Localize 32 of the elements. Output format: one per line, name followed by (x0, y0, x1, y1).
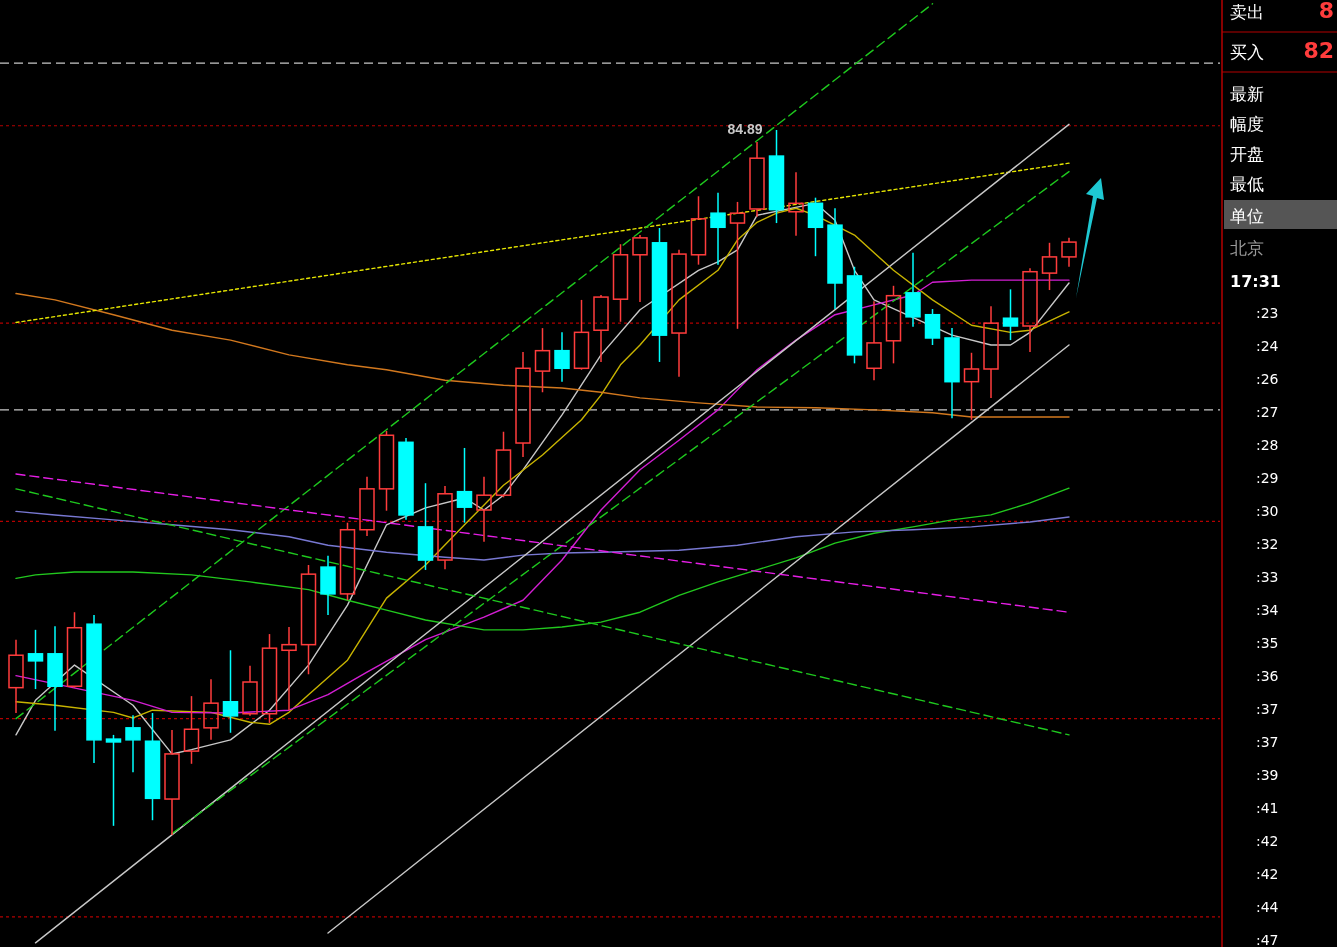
text: :24 (1256, 338, 1279, 354)
text: 82 (1303, 38, 1334, 63)
text: 北京 (1230, 238, 1264, 258)
text: :27 (1256, 404, 1279, 420)
text: :32 (1256, 536, 1279, 552)
text: :41 (1256, 800, 1279, 816)
annotation: 84.89 (727, 121, 763, 137)
text: 最低 (1230, 174, 1264, 194)
text: :35 (1256, 635, 1279, 651)
text: 单位 (1230, 206, 1264, 226)
text: :36 (1256, 668, 1279, 684)
text: :47 (1256, 932, 1279, 947)
text: 最新 (1230, 84, 1264, 104)
text: 17:31 (1230, 272, 1281, 291)
text: :39 (1256, 767, 1279, 783)
text: :37 (1256, 734, 1279, 750)
text: :30 (1256, 503, 1279, 519)
text: 买入 (1230, 42, 1264, 62)
text: 幅度 (1230, 114, 1264, 134)
text: :23 (1256, 305, 1279, 321)
text: :42 (1256, 833, 1279, 849)
text: :37 (1256, 701, 1279, 717)
text: 开盘 (1230, 144, 1264, 164)
text: 卖出 (1230, 2, 1264, 22)
text: 8 (1318, 0, 1334, 23)
text: :29 (1256, 470, 1279, 486)
text: :28 (1256, 437, 1279, 453)
text: :26 (1256, 371, 1279, 387)
text: :34 (1256, 602, 1279, 618)
text: :44 (1256, 899, 1279, 915)
text: :42 (1256, 866, 1279, 882)
text: :33 (1256, 569, 1279, 585)
